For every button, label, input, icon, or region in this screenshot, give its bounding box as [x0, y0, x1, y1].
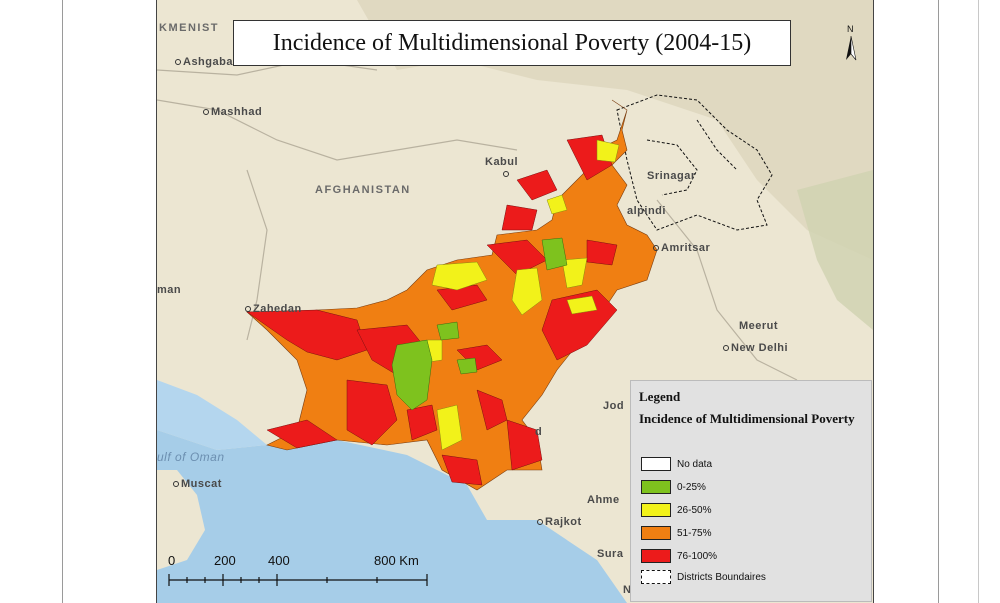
legend-item-76-100: 76-100%: [641, 548, 717, 564]
label-rawalpindi: alpindi: [627, 205, 666, 217]
scale-tick-800: 800 Km: [374, 553, 419, 568]
legend-subtitle: Incidence of Multidimensional Poverty: [639, 411, 855, 426]
map-legend: Legend Incidence of Multidimensional Pov…: [630, 380, 872, 602]
scale-tick-0: 0: [168, 553, 176, 568]
map-frame: KMENIST Ashgaba Mashhad Kabul AFGHANISTA…: [156, 0, 874, 603]
label-mashhad: Mashhad: [203, 106, 262, 118]
legend-swatch: [641, 480, 671, 494]
legend-item-26-50: 26-50%: [641, 502, 711, 518]
label-afghanistan: AFGHANISTAN: [315, 184, 411, 196]
legend-swatch: [641, 457, 671, 471]
label-new-delhi: New Delhi: [723, 342, 788, 354]
poverty-yellow-districts: [426, 139, 620, 451]
label-srinagar: Srinagar: [647, 170, 696, 182]
label-ashgabat: Ashgaba: [175, 56, 233, 68]
oman-coast: [157, 470, 205, 570]
legend-title: Legend: [639, 389, 681, 404]
label-iran: man: [157, 284, 182, 296]
label-gulf-of-oman: ulf of Oman: [157, 450, 225, 464]
legend-item-51-75: 51-75%: [641, 525, 711, 541]
legend-label: No data: [677, 458, 713, 470]
legend-swatch: [641, 503, 671, 517]
label-jodhpur: Jod: [603, 400, 625, 412]
mountain-relief-himalaya: [797, 170, 873, 330]
label-hyderabad: d: [535, 426, 543, 438]
international-borders: [157, 59, 798, 381]
legend-label: 26-50%: [677, 504, 712, 516]
label-kabul: Kabul: [485, 156, 518, 180]
poverty-green-districts: [391, 237, 568, 411]
gulf-of-oman: [157, 380, 267, 450]
label-amritsar: Amritsar: [653, 242, 710, 254]
legend-swatch: [641, 549, 671, 563]
page-frame-right: [938, 0, 939, 603]
page-frame-left: [62, 0, 63, 603]
scale-tick-200: 200: [214, 553, 236, 568]
legend-swatch-dashed: [641, 570, 671, 584]
india-gujarat: [537, 460, 637, 560]
kashmir-outline: [616, 94, 773, 231]
label-surat: Sura: [597, 548, 624, 560]
map-title: Incidence of Multidimensional Poverty (2…: [233, 20, 791, 66]
legend-swatch: [641, 526, 671, 540]
legend-label: 76-100%: [677, 550, 718, 562]
label-zahedan: Zahedan: [245, 303, 302, 315]
arabian-sea: [157, 430, 627, 603]
scale-bar: [168, 574, 428, 586]
legend-label: 51-75%: [677, 527, 712, 539]
north-arrow-label: N: [847, 24, 854, 34]
scale-bar-labels: 0 200 400 800 Km: [168, 553, 428, 593]
outer-margin: [0, 0, 62, 603]
label-muscat: Muscat: [173, 478, 222, 490]
legend-item-district-boundaries: Districts Boundaires: [641, 569, 766, 585]
scale-tick-400: 400: [268, 553, 290, 568]
basemap: [157, 0, 873, 603]
label-meerut: Meerut: [739, 320, 779, 332]
legend-item-0-25: 0-25%: [641, 479, 706, 495]
legend-label: Districts Boundaires: [677, 571, 766, 583]
page-frame-right-outer: [978, 0, 979, 603]
legend-item-no-data: No data: [641, 456, 712, 472]
label-rajkot: Rajkot: [537, 516, 582, 528]
poverty-red-districts: [246, 134, 618, 486]
north-arrow-icon: N: [843, 22, 859, 62]
label-turkmenistan: KMENIST: [159, 22, 219, 34]
label-ahmedabad: Ahme: [587, 494, 620, 506]
legend-label: 0-25%: [677, 481, 706, 493]
